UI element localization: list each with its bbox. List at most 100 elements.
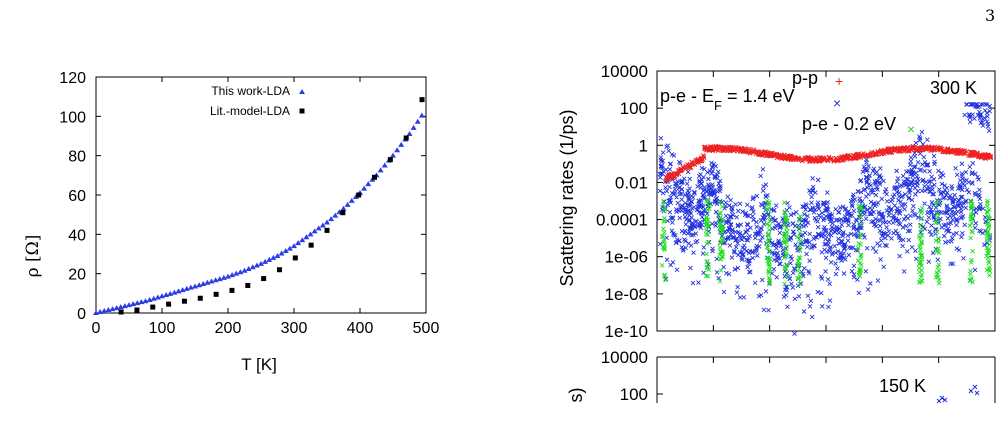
pe-1-4ev-point: [850, 194, 856, 200]
pe-1-4ev-point: [836, 230, 842, 236]
pe-1-4ev-point: [800, 204, 805, 209]
pe-1-4ev-point: [815, 204, 821, 210]
pe-1-4ev-point: [827, 298, 833, 303]
pe-1-4ev-point: [777, 230, 783, 236]
pe-1-4ev-point: [978, 201, 983, 207]
pe-1-4ev-point: [824, 190, 830, 195]
pe-1-4ev-point: [686, 193, 691, 199]
lit-model-lda-point: [403, 135, 409, 141]
pp-point: [716, 146, 721, 152]
pe-1-4ev-point: [835, 266, 840, 271]
pe-1-4ev-point: [959, 161, 965, 167]
pe-1-4ev-point: [845, 238, 851, 243]
pe-1-4ev-point: [865, 185, 870, 191]
pe-1-4ev-point: [784, 284, 789, 289]
lit-model-lda-point: [356, 192, 362, 198]
pe-1-4ev-point: [950, 198, 956, 203]
pe-1-4ev-point: [698, 203, 704, 208]
pe-1-4ev-point: [705, 170, 710, 175]
pe-0-2ev-point: [718, 268, 724, 273]
pe-1-4ev-point: [668, 194, 674, 200]
pe-1-4ev-point: [841, 271, 847, 276]
this-work-lda-point: [274, 252, 281, 258]
pe-1-4ev-point: [715, 169, 721, 175]
pe-1-4ev-point: [927, 229, 933, 234]
pe-1-4ev-point: [823, 255, 829, 261]
pe-0-2ev-point: [858, 253, 864, 258]
this-work-lda-point: [303, 234, 310, 240]
pe-1-4ev-point: [922, 168, 927, 174]
pe-1-4ev-point: [809, 314, 815, 320]
pe-0-2ev-point: [936, 199, 942, 205]
pe-1-4ev-point: [939, 170, 944, 176]
pe-1-4ev-point: [734, 236, 739, 241]
pe-1-4ev-point: [826, 304, 831, 310]
pe-1-4ev-point: [788, 260, 793, 266]
pe-1-4ev-point: [871, 209, 876, 215]
pe-1-4ev-point: [970, 112, 975, 117]
this-work-lda-point: [398, 141, 405, 147]
pe-1-4ev-point: [907, 162, 913, 168]
page-number: 3: [985, 6, 996, 25]
pe-1-4ev-point: [780, 247, 786, 253]
pe-1-4ev-point: [915, 159, 921, 165]
pe-1-4ev-point: [692, 189, 697, 195]
pp-point: [782, 155, 788, 160]
temperature-150k-label: 150 K: [879, 376, 926, 396]
pe-1-4ev-point: [727, 243, 733, 248]
pe-1-4ev-point: [807, 240, 812, 245]
pe-1-4ev-point: [801, 204, 807, 210]
pe-1-4ev-point: [931, 191, 937, 197]
pe-1-4ev-point: [908, 181, 914, 186]
pe-0-2ev-point: [985, 248, 991, 254]
pe-1-4ev-point: [851, 263, 857, 269]
pe-1-4ev-point: [909, 167, 915, 173]
pe-0-2ev-point: [717, 210, 723, 216]
pe-1-4ev-point: [741, 295, 747, 300]
pe-150k-point: [942, 397, 948, 403]
pe-1-4ev-point: [920, 178, 925, 184]
pe-0-2ev-point: [797, 213, 803, 219]
pp-point: [790, 157, 796, 162]
pe-0-2ev-point: [919, 252, 924, 258]
pe-0-2ev-point: [661, 219, 666, 224]
pe-1-4ev-point: [961, 200, 966, 205]
resistivity-x-tick-label: 100: [149, 320, 176, 337]
pp-point: [875, 150, 881, 156]
pe-1-4ev-point: [819, 303, 825, 309]
pp-point: [834, 157, 839, 162]
pe-1-4ev-point: [657, 175, 663, 180]
pe-1-4ev-point: [835, 249, 841, 254]
pe-1-4ev-point: [758, 238, 763, 244]
pe-1-4ev-point: [735, 265, 741, 271]
pe-1-4ev-point: [984, 102, 990, 107]
lit-model-lda-point: [324, 227, 330, 233]
pe-0-2ev-point: [935, 214, 941, 220]
pe-0-2ev-point: [969, 220, 975, 226]
pe-1-4ev-point: [932, 159, 937, 165]
pe-150k-point: [974, 390, 980, 396]
pe-1-4ev-point: [737, 201, 743, 207]
pe-1-4ev-point: [682, 200, 688, 206]
pe-1-4ev-point: [772, 257, 777, 263]
pe-1-4ev-point: [907, 187, 913, 193]
pe-0-2ev-point: [986, 224, 992, 230]
pe-1-4ev-point: [964, 102, 969, 107]
pe-0-2ev-point: [784, 229, 790, 235]
pe-1-4ev-point: [726, 271, 732, 277]
pp-point: [816, 155, 822, 160]
resistivity-y-tick-label: 120: [59, 70, 86, 87]
pe-1-4ev-point: [674, 267, 680, 273]
lit-model-lda-point: [197, 295, 203, 301]
pe-0-2ev-point: [918, 210, 924, 216]
pe-1-4ev-point: [866, 163, 871, 169]
pe-0-2ev-point: [781, 223, 787, 228]
pe-1-4ev-point: [789, 281, 794, 287]
pe-1-4ev-point: [935, 210, 940, 215]
pe-0-2ev-point: [718, 249, 724, 255]
pe-1-4ev-point: [747, 269, 752, 275]
pe-0-2ev-point: [717, 278, 723, 284]
pe-1-4ev-point: [884, 191, 889, 197]
pe-0-2ev-point: [797, 230, 803, 236]
pe-1-4ev-point: [773, 217, 778, 223]
